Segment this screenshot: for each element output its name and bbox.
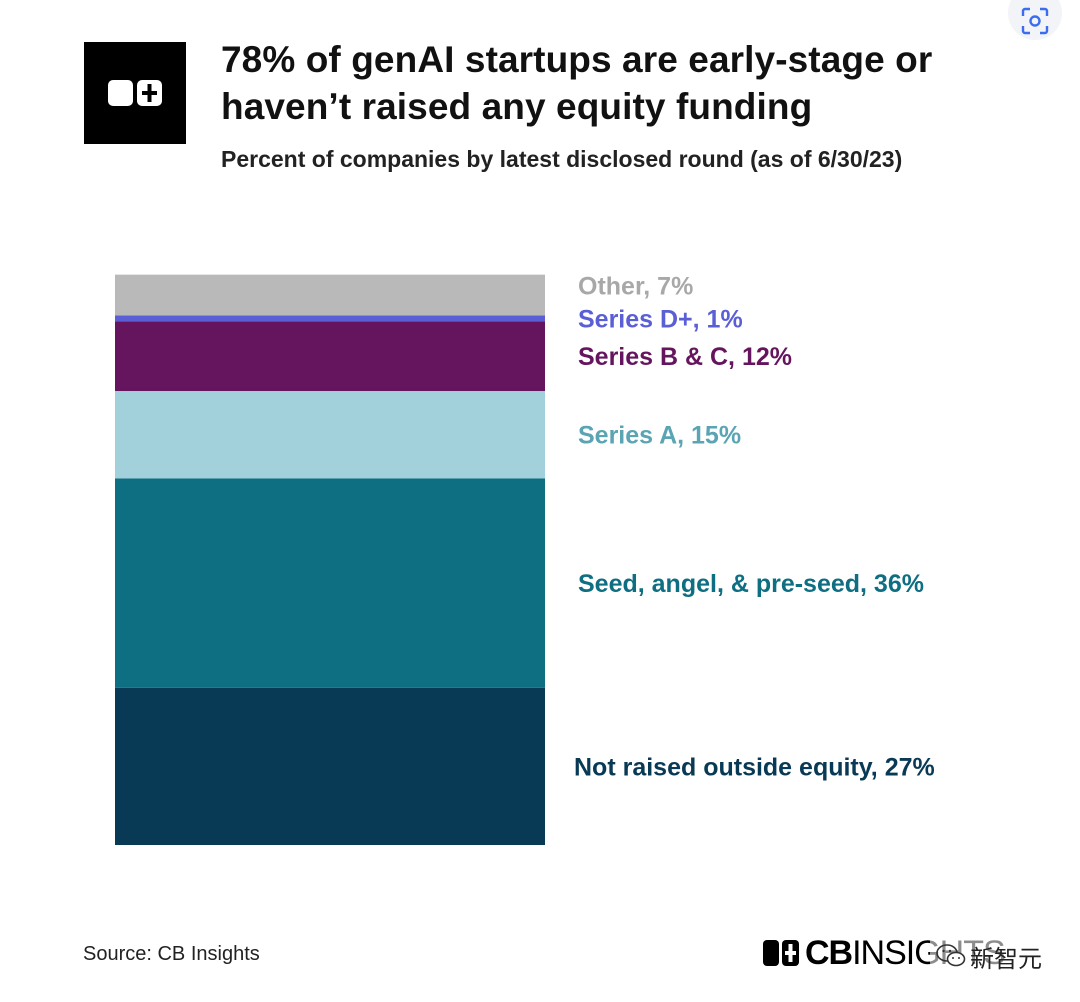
segment-label-0: Not raised outside equity, 27% [574, 753, 935, 781]
scan-icon [1021, 7, 1049, 35]
segment-label-1: Seed, angel, & pre-seed, 36% [578, 570, 924, 598]
segment-label-4: Series D+, 1% [578, 305, 743, 333]
watermark-text: 新智元 [970, 945, 1042, 973]
cb-brand-icon [763, 940, 799, 966]
bar-segment-1 [115, 478, 545, 688]
cb-logo-icon [108, 80, 162, 106]
chart-subtitle: Percent of companies by latest disclosed… [221, 146, 903, 172]
chart-title-line-2: haven’t raised any equity funding [221, 86, 813, 127]
bar-segment-0 [115, 687, 545, 845]
bar-segment-2 [115, 391, 545, 479]
wechat-icon [936, 944, 966, 967]
bar-segment-5 [115, 274, 545, 316]
segment-label-5: Other, 7% [578, 272, 693, 300]
chart-title: 78% of genAI startups are early-stage or… [221, 36, 1021, 130]
segment-label-3: Series B & C, 12% [578, 343, 792, 371]
wechat-watermark: 新智元 [930, 938, 1048, 974]
chart-title-line-1: 78% of genAI startups are early-stage or [221, 39, 933, 80]
cb-logo [84, 42, 186, 144]
bar-segment-3 [115, 321, 545, 392]
segment-label-2: Series A, 15% [578, 422, 741, 450]
brand-cb-text: CB [805, 933, 853, 972]
source-note: Source: CB Insights [83, 943, 260, 965]
bar-segment-4 [115, 315, 545, 322]
